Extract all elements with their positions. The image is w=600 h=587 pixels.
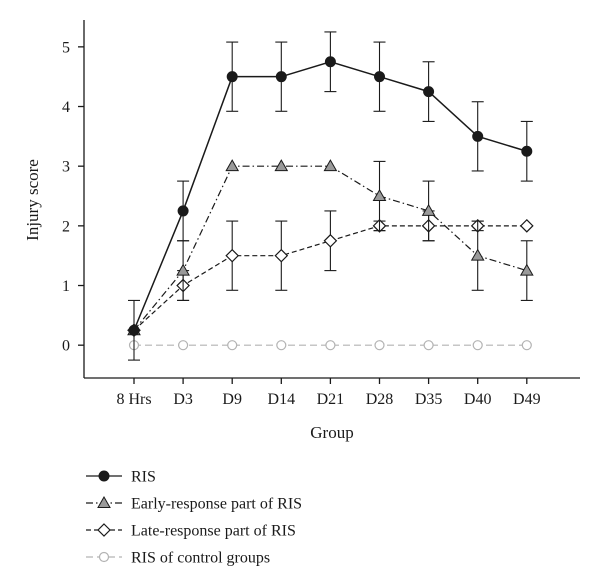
y-tick-label: 1 — [62, 278, 70, 295]
y-tick-label: 3 — [62, 159, 70, 176]
series-line — [133, 60, 528, 331]
data-point — [423, 86, 435, 98]
data-point — [176, 263, 190, 276]
legend-marker — [97, 523, 111, 537]
legend-item: Late-response part of RIS — [86, 523, 296, 540]
legend-item: RIS — [86, 469, 156, 486]
legend-label: Late-response part of RIS — [131, 523, 296, 540]
data-point — [421, 203, 436, 216]
legend-marker — [97, 495, 111, 508]
data-point — [225, 159, 240, 172]
data-point — [275, 71, 287, 83]
series-layer — [127, 31, 534, 361]
data-point — [227, 340, 238, 351]
y-axis-ticks: 0 1 2 3 4 5 — [62, 39, 84, 355]
data-point — [372, 189, 387, 202]
data-point — [323, 159, 338, 172]
data-point — [324, 56, 336, 68]
x-tick-label: D28 — [366, 391, 394, 408]
y-tick-label: 0 — [62, 338, 70, 355]
data-point — [178, 340, 189, 351]
data-point — [519, 219, 534, 233]
data-point — [472, 340, 483, 351]
y-tick-label: 5 — [62, 39, 70, 56]
x-tick-label: D35 — [415, 391, 443, 408]
legend-item: RIS of control groups — [86, 550, 270, 567]
x-tick-label: 8 Hrs — [116, 391, 151, 408]
y-axis-title: Injury score — [23, 159, 42, 241]
series-1 — [128, 31, 533, 361]
data-point — [226, 71, 238, 83]
y-tick-label: 4 — [62, 99, 70, 116]
x-tick-label: D40 — [464, 391, 492, 408]
data-point — [177, 205, 189, 217]
legend: RIS Early-response part of RIS Late-respon… — [86, 469, 302, 567]
x-tick-label: D21 — [317, 391, 345, 408]
legend-marker — [98, 551, 110, 563]
data-point — [274, 248, 289, 263]
data-point — [470, 248, 485, 261]
data-point — [374, 340, 385, 351]
plot-frame — [83, 20, 580, 379]
data-point — [521, 340, 532, 351]
data-point — [274, 159, 289, 172]
data-point — [472, 130, 484, 142]
data-point — [323, 233, 338, 248]
legend-marker — [98, 470, 110, 482]
data-point — [374, 71, 385, 83]
data-point — [519, 263, 534, 276]
data-point — [521, 145, 533, 157]
data-point — [276, 340, 287, 351]
data-point — [225, 248, 240, 263]
x-tick-label: D9 — [222, 391, 242, 408]
legend-label: Early-response part of RIS — [131, 496, 302, 513]
x-axis-ticks: 8 Hrs D3 D9 D14 D21 D28 D35 D40 D49 — [116, 378, 541, 408]
data-point — [423, 340, 434, 351]
x-tick-label: D14 — [268, 391, 296, 408]
data-point — [128, 324, 140, 336]
x-tick-label: D3 — [173, 391, 193, 408]
legend-label: RIS of control groups — [131, 550, 270, 567]
x-axis-title: Group — [310, 423, 353, 442]
y-tick-label: 2 — [62, 218, 70, 235]
legend-label: RIS — [131, 469, 156, 486]
legend-item: Early-response part of RIS — [86, 496, 302, 513]
series-2 — [127, 159, 534, 336]
data-point — [325, 340, 336, 351]
series-4 — [128, 340, 532, 351]
x-tick-label: D49 — [513, 391, 541, 408]
